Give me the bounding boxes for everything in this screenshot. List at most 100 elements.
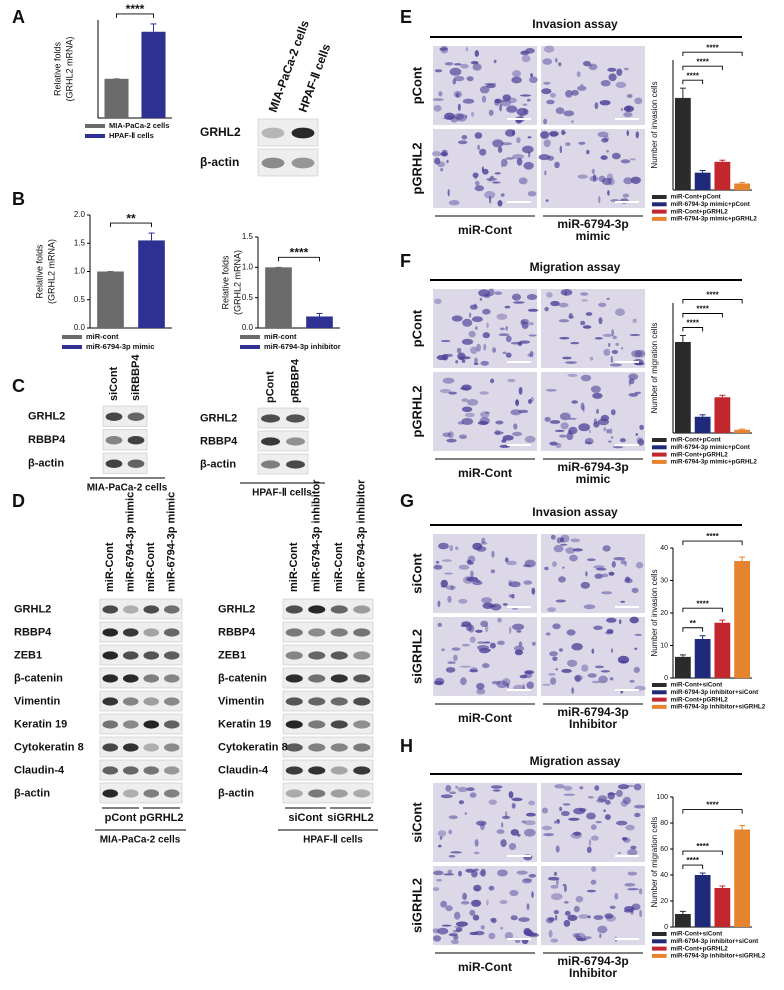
blot-band [330,697,348,706]
blot-band [285,789,303,798]
row-label: siCont [409,553,424,594]
blot-band [122,674,139,683]
cell-blob [472,914,480,921]
cell-blob [480,541,488,545]
scale-bar [507,444,531,446]
cell-blob [532,641,536,646]
cell-blob [455,786,459,789]
cell-blob [575,896,584,903]
bar [265,267,292,328]
cell-blob [561,668,572,673]
cell-blob [497,146,503,153]
cell-blob [565,547,576,554]
cell-blob [477,641,486,644]
cell-blob [457,103,461,112]
cell-blob [563,785,573,791]
significance-label: **** [687,71,700,80]
panel-letter: F [400,251,411,271]
blot-band [308,789,326,798]
cell-blob [488,605,497,608]
group-label: siGRHL2 [327,812,373,824]
y-tick-label: 20 [660,898,668,905]
cell-blob [596,408,599,415]
legend-swatch [652,209,667,214]
cell-blob [507,97,517,104]
blot-strip [282,598,374,620]
blot-band [353,697,371,706]
cell-blob [468,624,475,633]
cell-blob [440,579,448,588]
cell-blob [526,294,538,300]
blot-band [285,697,303,706]
bar [306,316,333,328]
panel-letter: D [12,491,25,511]
cell-blob [437,161,445,168]
cell-blob [516,870,528,875]
cell-blob [528,334,537,337]
cell-blob [512,623,525,631]
cell-blob [559,806,562,812]
lane-label: pRBBP4 [289,358,301,403]
bar [734,829,751,927]
bar [714,397,731,433]
cell-blob [627,888,639,891]
cell-blob [480,360,490,366]
cell-blob [490,785,503,789]
cell-blob [550,300,560,307]
cell-blob [633,783,642,791]
cell-blob [508,791,514,799]
cell-blob [559,412,571,421]
cell-blob [501,822,504,828]
cell-blob [445,667,456,673]
scale-bar [507,606,531,608]
cell-blob [471,111,475,117]
cell-blob [447,595,452,603]
cell-blob [548,930,553,938]
cell-blob [571,687,575,694]
cell-blob [439,836,443,840]
cell-blob [512,154,525,160]
scale-bar [615,118,639,120]
scale-bar [507,689,531,691]
significance-label: **** [126,2,145,16]
cell-blob [620,559,626,565]
cell-blob [501,158,508,167]
cell-blob [433,870,444,876]
cell-blob [452,78,457,85]
blot-strip [282,759,374,781]
cell-blob [459,665,472,668]
cell-blob [516,630,522,633]
legend-label: miR-Cont+pCont [671,194,722,201]
blot-strip [257,148,319,177]
cell-blob [570,341,580,345]
cell-blob [598,175,606,182]
cell-blob [474,839,479,847]
blot-band [143,651,160,660]
cell-blob [547,876,560,881]
y-tick-label: 0 [664,675,668,682]
cell-blob [472,63,482,71]
cell-blob [559,336,570,340]
significance-bracket [682,327,704,332]
significance-bracket [682,627,704,632]
cell-blob [477,144,480,151]
significance-label: **** [706,291,719,300]
protein-label: GRHL2 [218,603,255,615]
legend-label: miR-6794-3p mimic [86,342,154,351]
column-label: miR-Cont [458,960,512,974]
cell-blob [570,538,581,543]
blot-band [143,628,160,637]
cell-blob [471,899,482,907]
scale-bar [507,361,531,363]
blot-strip [282,644,374,666]
cell-blob [464,412,475,418]
cell-blob [471,316,483,323]
cell-blob [596,567,607,571]
cell-blob [492,789,501,792]
cell-blob [524,559,536,568]
cell-blob [489,642,496,649]
cell-blob [618,851,622,855]
cell-blob [571,643,583,651]
blot-band [353,743,371,752]
panel-letter: E [400,7,412,27]
